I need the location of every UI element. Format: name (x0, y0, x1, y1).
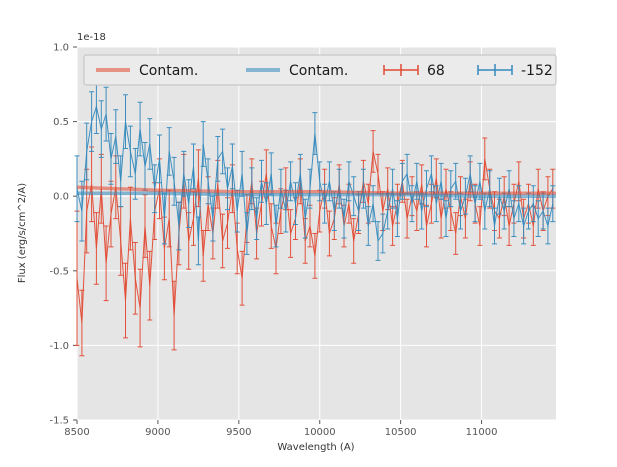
axis-ticks: 8500 9000 9500 10000 10500 11000 -1.5 -1.0 -0.5 0… (49, 43, 497, 439)
legend-label: -152 (521, 63, 553, 79)
y-tick-label: 0.5 (53, 117, 69, 128)
series-line-contamination-model-red (76, 185, 556, 195)
x-tick-label: 10000 (304, 427, 336, 438)
y-tick-label: -1.0 (49, 341, 69, 352)
legend-label: 68 (427, 63, 445, 79)
legend-item-spectrum-minus-152: -152 (477, 63, 553, 79)
y-tick-label: -1.5 (49, 416, 69, 427)
legend-label: Contam. (289, 63, 348, 79)
x-tick-label: 10500 (385, 427, 417, 438)
data-series (74, 79, 556, 357)
legend-label: Contam. (139, 63, 198, 79)
y-axis-label: Flux (erg/s/cm^2/A) (17, 183, 28, 283)
legend-box (83, 54, 557, 86)
y-tick-label: -0.5 (49, 266, 69, 277)
series-line-contamination-model-blue (77, 191, 556, 198)
y-tick-label: 1.0 (53, 43, 69, 54)
legend-item-contamination-model-blue: Contam. (246, 63, 348, 79)
x-tick-label: 9500 (226, 427, 251, 438)
legend: Contam. Contam. 68 -152 (83, 54, 557, 86)
axis-offset-text: 1e-18 (77, 32, 106, 43)
x-tick-label: 9000 (145, 427, 170, 438)
y-tick-label: 0.0 (53, 192, 69, 203)
legend-item-contamination-model-red: Contam. (96, 63, 198, 79)
legend-item-spectrum-68: 68 (383, 63, 445, 79)
x-tick-label: 11000 (466, 427, 498, 438)
x-tick-label: 8500 (64, 427, 89, 438)
x-axis-label: Wavelength (A) (277, 442, 354, 453)
